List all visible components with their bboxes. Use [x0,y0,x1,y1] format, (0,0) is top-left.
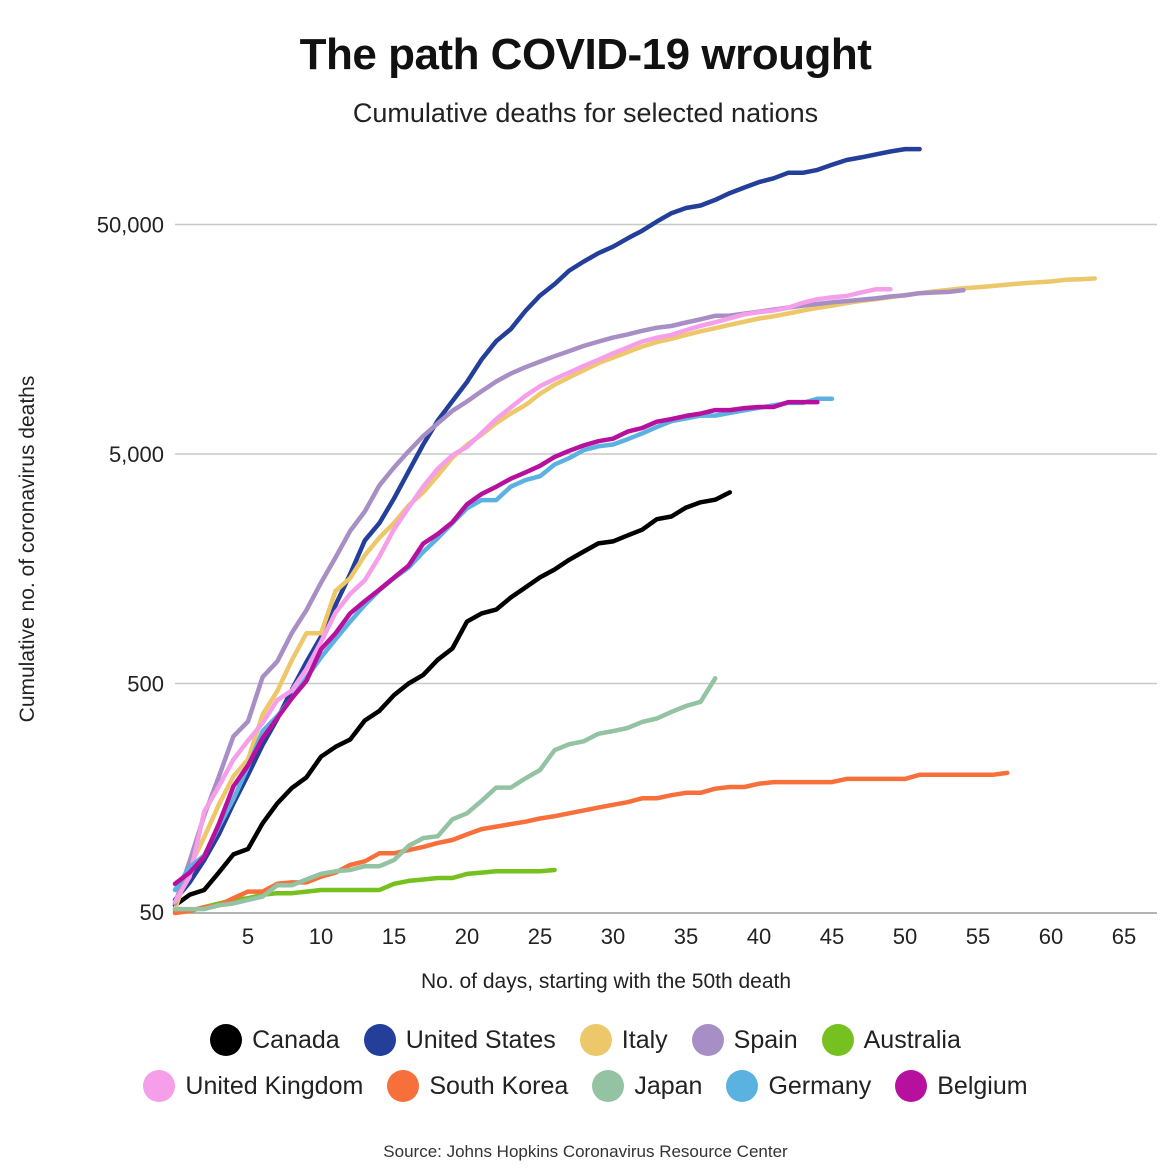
series-line-canada [172,490,733,908]
series-line-united-states [172,146,922,903]
line-chart: 50 500 5,000 50,000 5 10 15 20 25 30 35 40 45 50 55 60 6… [16,146,1157,993]
legend-item: Belgium [895,1070,1028,1102]
legend-item: United States [363,1024,556,1056]
legend-item: Germany [726,1070,871,1102]
legend-swatch [143,1070,176,1102]
x-tick-label: 40 [747,924,771,949]
x-tick-label: 25 [528,924,552,949]
x-tick-label: 65 [1112,924,1136,949]
legend-swatch [821,1024,854,1056]
x-tick-label: 60 [1039,924,1063,949]
legend-label: Germany [768,1071,872,1100]
x-tick-label: 55 [966,924,990,949]
chart-title: The path COVID-19 wrought [299,30,872,79]
x-axis-label: No. of days, starting with the 50th deat… [421,970,791,993]
series-line-belgium [172,399,820,887]
legend-label: Spain [733,1025,798,1054]
legend-swatch [579,1024,612,1056]
legend-label: Italy [621,1025,668,1054]
x-tick-label: 10 [309,924,333,949]
legend-swatch [726,1070,759,1102]
legend-swatch [387,1070,420,1102]
y-tick-label: 5,000 [109,442,164,467]
legend-row-2: United Kingdom South Korea Japan Germany Bel… [0,1070,1171,1102]
y-axis-label: Cumulative no. of coronavirus deaths [16,376,39,723]
legend-item: Spain [691,1024,798,1056]
legend-item: Canada [210,1024,340,1056]
legend-item: Italy [579,1024,668,1056]
legend-swatch [592,1070,625,1102]
series-line-spain [172,287,966,906]
x-tick-label: 5 [242,924,254,949]
chart-subtitle: Cumulative deaths for selected nations [352,98,819,128]
legend-swatch [363,1024,396,1056]
legend-item: Japan [592,1070,702,1102]
y-tick-label: 50 [140,900,164,925]
legend-label: United States [405,1025,556,1054]
legend-label: United Kingdom [185,1071,364,1100]
x-tick-label: 20 [455,924,479,949]
legend-label: Australia [863,1025,961,1054]
source-note: Source: Johns Hopkins Coronavirus Resour… [383,1142,788,1161]
legend-item: United Kingdom [143,1070,363,1102]
series-line-south-korea [172,770,1010,916]
x-tick-label: 35 [674,924,698,949]
y-tick-label: 500 [127,672,164,697]
x-tick-label: 45 [820,924,844,949]
legend-item: South Korea [387,1070,568,1102]
legend-swatch [210,1024,243,1056]
legend-item: Australia [821,1024,961,1056]
series-line-japan [172,676,718,912]
legend-row-1: Canada United States Italy Spain Australia [0,1024,1171,1056]
x-tick-label: 50 [893,924,917,949]
legend-swatch [691,1024,724,1056]
series-line-germany [172,396,835,893]
legend-label: Belgium [937,1071,1028,1100]
y-tick-label: 50,000 [97,213,164,238]
x-tick-label: 15 [382,924,406,949]
x-tick-label: 30 [601,924,625,949]
legend-label: Canada [252,1025,340,1054]
series-line-australia [172,867,557,914]
legend-label: South Korea [429,1071,569,1100]
legend-swatch [895,1070,928,1102]
legend-label: Japan [634,1071,703,1100]
series-line-united-kingdom [172,287,893,904]
